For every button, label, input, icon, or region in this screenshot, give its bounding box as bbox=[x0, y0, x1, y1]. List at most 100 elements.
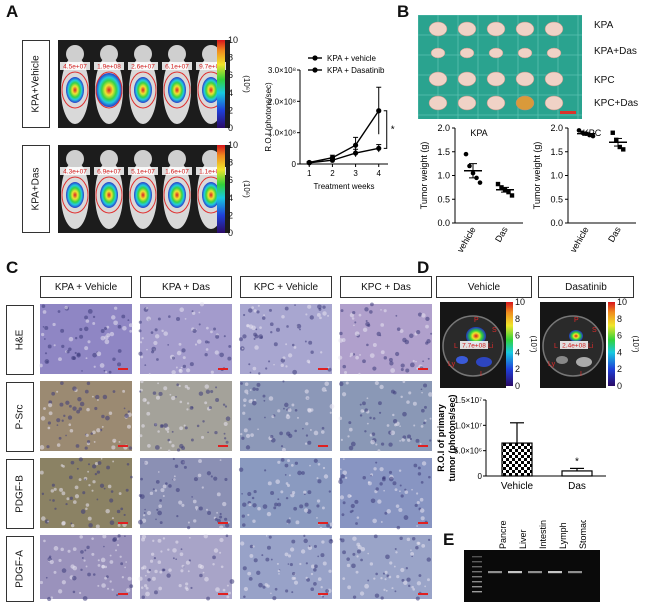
cell-nucleus bbox=[214, 350, 219, 355]
cell-nucleus bbox=[327, 314, 330, 317]
cell-nucleus bbox=[362, 475, 366, 480]
cell-nucleus bbox=[339, 381, 344, 387]
cell-nucleus bbox=[360, 546, 366, 552]
histology-tile bbox=[139, 379, 232, 453]
cell-nucleus bbox=[307, 407, 312, 412]
cell-nucleus bbox=[159, 570, 163, 574]
tumor bbox=[428, 71, 448, 87]
cell-nucleus bbox=[293, 345, 297, 349]
cell-nucleus bbox=[111, 445, 116, 450]
cell-nucleus bbox=[256, 382, 261, 387]
cell-nucleus bbox=[342, 501, 346, 505]
cell-nucleus bbox=[207, 511, 212, 516]
bioluminescence-signal bbox=[100, 182, 118, 208]
cell-nucleus bbox=[400, 567, 405, 573]
cell-nucleus bbox=[75, 444, 80, 448]
scale-bar bbox=[218, 522, 228, 524]
cell-nucleus bbox=[261, 316, 266, 320]
cell-nucleus bbox=[223, 335, 226, 338]
cell-nucleus bbox=[309, 464, 311, 467]
cell-nucleus bbox=[286, 431, 291, 436]
cell-nucleus bbox=[160, 424, 164, 428]
cell-nucleus bbox=[362, 359, 366, 364]
cell-nucleus bbox=[109, 520, 115, 526]
cell-nucleus bbox=[316, 504, 320, 508]
cell-nucleus bbox=[68, 423, 72, 427]
cell-nucleus bbox=[145, 591, 150, 597]
cell-nucleus bbox=[202, 571, 205, 574]
colorbar-tick-label: 0 bbox=[515, 381, 520, 391]
chart-title: KPA bbox=[470, 128, 487, 138]
cell-nucleus bbox=[80, 550, 84, 554]
cell-nucleus bbox=[329, 522, 334, 527]
cell-nucleus bbox=[380, 309, 382, 311]
cell-nucleus bbox=[97, 584, 100, 587]
cell-nucleus bbox=[347, 435, 350, 438]
cell-nucleus bbox=[358, 372, 361, 375]
cell-nucleus bbox=[395, 551, 398, 554]
cell-nucleus bbox=[388, 357, 393, 362]
cell-nucleus bbox=[404, 490, 409, 494]
cell-nucleus bbox=[184, 317, 187, 320]
x-tick-label: vehicle bbox=[568, 225, 591, 254]
cell-nucleus bbox=[210, 370, 214, 374]
y-tick-label: 0.5 bbox=[550, 194, 563, 204]
cell-nucleus bbox=[256, 310, 260, 314]
y-tick-label: 5.0×10⁶ bbox=[454, 447, 482, 456]
roi-value: 2.6e+07 bbox=[131, 64, 155, 71]
cell-nucleus bbox=[277, 569, 281, 573]
cell-nucleus bbox=[202, 420, 205, 423]
cell-nucleus bbox=[417, 312, 423, 317]
cell-nucleus bbox=[84, 549, 87, 552]
cell-nucleus bbox=[138, 519, 143, 525]
cell-nucleus bbox=[93, 365, 96, 368]
cell-nucleus bbox=[366, 422, 369, 425]
cell-nucleus bbox=[118, 492, 122, 495]
cell-nucleus bbox=[277, 502, 282, 507]
cell-nucleus bbox=[178, 384, 181, 388]
tumor-photo bbox=[418, 15, 582, 119]
cell-nucleus bbox=[272, 596, 277, 601]
cell-nucleus bbox=[108, 411, 113, 416]
cell-nucleus bbox=[309, 315, 314, 320]
cell-nucleus bbox=[179, 443, 184, 449]
cell-nucleus bbox=[380, 350, 385, 355]
cell-nucleus bbox=[375, 461, 378, 464]
cell-nucleus bbox=[393, 565, 396, 568]
cell-nucleus bbox=[198, 311, 201, 314]
cell-nucleus bbox=[109, 554, 112, 557]
cell-nucleus bbox=[188, 536, 191, 539]
cell-nucleus bbox=[328, 569, 332, 573]
cell-nucleus bbox=[399, 490, 401, 493]
cell-nucleus bbox=[423, 405, 427, 409]
cell-nucleus bbox=[92, 480, 96, 484]
cell-nucleus bbox=[297, 470, 302, 476]
tissue-image bbox=[40, 458, 132, 528]
cell-nucleus bbox=[171, 395, 176, 401]
cell-nucleus bbox=[367, 481, 371, 484]
cell-nucleus bbox=[299, 328, 301, 331]
cell-nucleus bbox=[284, 402, 289, 408]
ladder-band bbox=[472, 581, 482, 583]
cell-nucleus bbox=[242, 523, 246, 527]
cell-nucleus bbox=[204, 353, 208, 357]
cell-nucleus bbox=[284, 474, 287, 476]
cell-nucleus bbox=[219, 512, 222, 516]
cell-nucleus bbox=[187, 521, 190, 524]
cell-nucleus bbox=[412, 359, 415, 363]
cell-nucleus bbox=[348, 445, 354, 451]
cell-nucleus bbox=[160, 447, 162, 449]
cell-nucleus bbox=[138, 351, 143, 356]
cell-nucleus bbox=[121, 314, 126, 319]
cell-nucleus bbox=[307, 361, 311, 364]
scale-bar bbox=[118, 368, 128, 370]
roi-circle bbox=[163, 71, 191, 109]
x-tick-label: vehicle bbox=[455, 225, 478, 254]
cell-nucleus bbox=[149, 559, 154, 563]
organ-letter: S bbox=[592, 327, 597, 334]
cell-nucleus bbox=[146, 411, 151, 416]
panel-label-d: D bbox=[417, 258, 430, 277]
cell-nucleus bbox=[214, 430, 218, 435]
cell-nucleus bbox=[102, 394, 108, 400]
scale-bar bbox=[560, 111, 576, 114]
